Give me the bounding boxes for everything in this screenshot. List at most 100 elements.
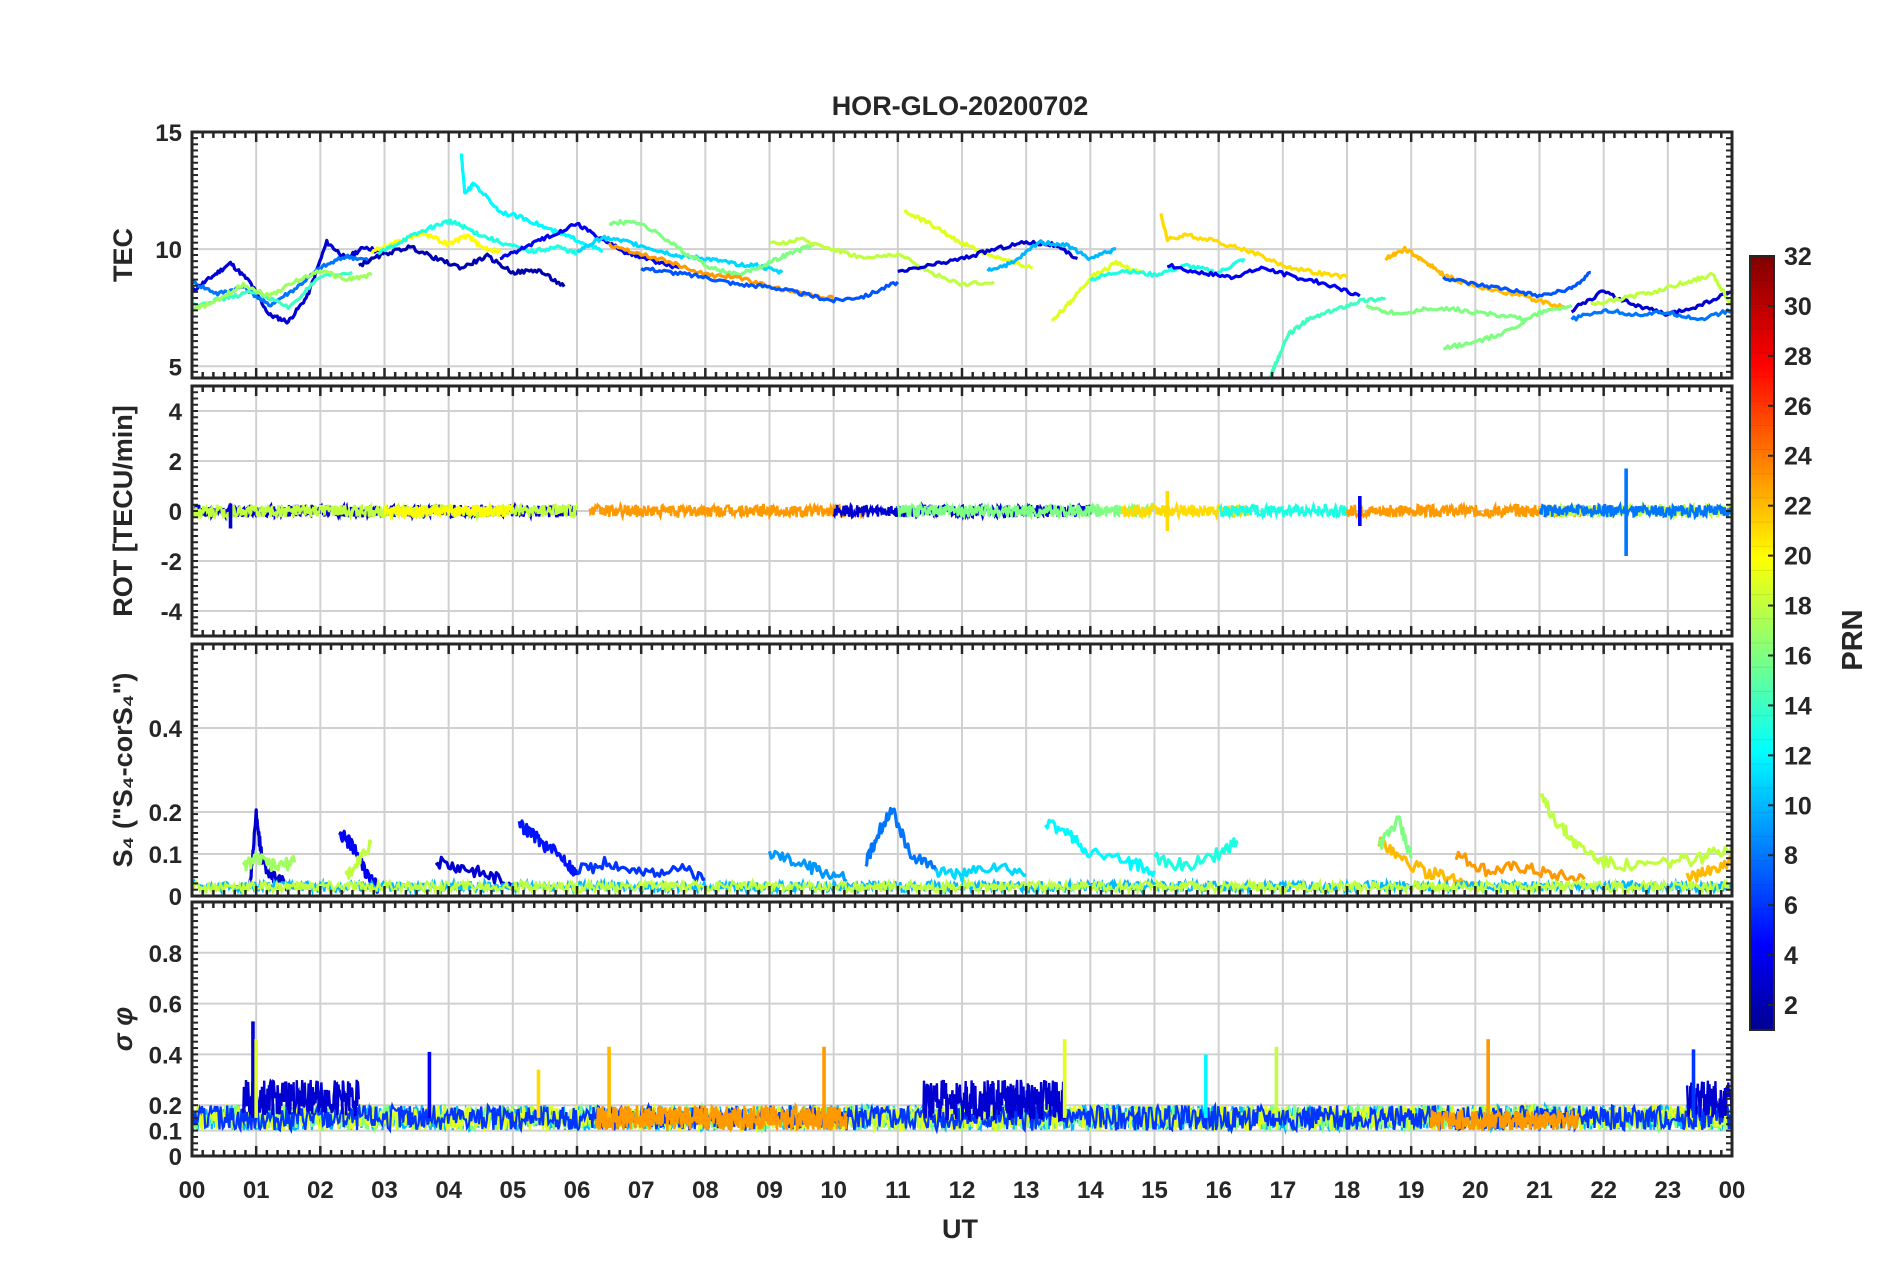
x-tick-label: 14 — [1077, 1177, 1104, 1204]
series-line — [370, 231, 502, 255]
colorbar-tick-label: 10 — [1784, 792, 1812, 820]
series-line — [1121, 500, 1252, 522]
y-axis-label: TEC — [108, 228, 138, 282]
series-line — [1442, 303, 1573, 351]
series-line — [241, 851, 297, 873]
series-line — [640, 266, 900, 304]
panel-4: 00.10.2 0.4 0.6 0.8 σ φ — [108, 900, 1734, 1171]
x-tick-label: 08 — [692, 1177, 719, 1204]
y-tick-label: 4 — [169, 399, 183, 426]
series-line — [575, 234, 784, 275]
x-axis-label: UT — [942, 1214, 978, 1244]
x-tick-label: 20 — [1462, 1177, 1489, 1204]
series-line — [1268, 296, 1387, 379]
y-axis-label: σ φ — [108, 1007, 138, 1051]
series-line — [1442, 270, 1592, 299]
colorbar-tick-label: 26 — [1784, 393, 1812, 421]
colorbar-tick-label: 24 — [1784, 443, 1812, 471]
series-line — [1159, 212, 1349, 280]
panel-3: 0 0.1 0.2 0.4 S₄ ("S₄-corS₄") — [108, 642, 1734, 911]
series-line — [934, 862, 1027, 883]
x-tick-label: 17 — [1269, 1177, 1296, 1204]
colorbar-tick-label: 14 — [1784, 692, 1812, 720]
y-tick-label: -2 — [161, 549, 182, 576]
series-line — [190, 253, 373, 308]
y-tick-label: 5 — [169, 354, 182, 381]
series-line — [1570, 308, 1734, 322]
x-tick-label: 18 — [1334, 1177, 1361, 1204]
y-tick-label: 0.2 — [149, 1093, 182, 1120]
x-tick-label: 11 — [885, 1177, 910, 1204]
panel-data — [190, 1021, 1734, 1135]
series-line — [1089, 257, 1246, 282]
series-line — [1685, 855, 1734, 883]
colorbar-tick-label: 4 — [1784, 942, 1798, 970]
burst-line — [242, 1078, 360, 1117]
y-tick-label: 0.4 — [149, 716, 183, 743]
series-line — [357, 244, 566, 288]
series-line — [517, 819, 579, 877]
x-tick-label: 05 — [499, 1177, 526, 1204]
colorbar-tick-label: 32 — [1784, 243, 1812, 271]
series-line — [1539, 500, 1734, 521]
colorbar-tick-label: 28 — [1784, 343, 1812, 371]
x-tick-label: 00 — [179, 1177, 206, 1204]
x-tick-label: 16 — [1205, 1177, 1232, 1204]
series-line — [864, 806, 938, 872]
colorbar-tick-label: 18 — [1784, 593, 1812, 621]
y-tick-label: 0.6 — [149, 992, 182, 1019]
colorbar-tick-label: 16 — [1784, 642, 1812, 670]
x-tick-label: 15 — [1141, 1177, 1168, 1204]
series-line — [383, 500, 514, 521]
x-tick-label: 03 — [371, 1177, 398, 1204]
series-line — [767, 849, 848, 883]
colorbar-tick-label: 30 — [1784, 293, 1812, 321]
burst-line — [595, 1101, 848, 1133]
y-axis-label: S₄ ("S₄-corS₄") — [108, 673, 138, 868]
x-tick-label: 10 — [820, 1177, 847, 1204]
y-tick-label: 0.8 — [149, 941, 182, 968]
colorbar-label: PRN — [1837, 609, 1869, 670]
x-tick-label: 04 — [435, 1177, 462, 1204]
x-tick-label: 22 — [1590, 1177, 1617, 1204]
panel-1: 5 10 15 TEC — [108, 120, 1734, 381]
colorbar-tick-label: 6 — [1784, 892, 1798, 920]
x-tick-label: 01 — [243, 1177, 270, 1204]
y-tick-label: 0 — [169, 499, 182, 526]
y-axis-label: ROT [TECU/min] — [108, 405, 138, 616]
y-tick-label: 0.1 — [149, 1119, 182, 1146]
y-tick-label: 0.4 — [149, 1042, 183, 1069]
series-line — [1365, 303, 1527, 323]
series-line — [1454, 850, 1586, 885]
y-tick-label: 2 — [169, 449, 182, 476]
series-line — [190, 501, 579, 522]
colorbar-tick-label: 12 — [1784, 742, 1812, 770]
colorbar-tick-label: 20 — [1784, 543, 1812, 571]
x-tick-label: 21 — [1526, 1177, 1553, 1204]
panel-data — [190, 153, 1734, 379]
series-line — [588, 500, 867, 522]
x-axis: 00 01 02 03 04 05 06 07 08 09 10 11 12 13 14 15 16 17 18 19… — [179, 1177, 1746, 1204]
burst-line — [922, 1079, 1066, 1123]
chart-title: HOR-GLO-20200702 — [832, 91, 1089, 121]
x-tick-label: 07 — [628, 1177, 655, 1204]
series-line — [377, 218, 578, 256]
x-tick-label: 12 — [949, 1177, 976, 1204]
x-tick-label: 23 — [1654, 1177, 1681, 1204]
x-tick-label: 02 — [307, 1177, 334, 1204]
series-line — [1166, 263, 1361, 298]
series-line — [434, 855, 515, 890]
colorbar-gradient — [1749, 255, 1775, 1031]
series-line — [1153, 837, 1239, 872]
y-tick-label: -4 — [161, 599, 183, 626]
series-line — [608, 219, 815, 277]
series-line — [897, 239, 1079, 274]
y-tick-label: 15 — [155, 120, 182, 147]
series-line — [986, 239, 1117, 273]
y-tick-label: 0.2 — [149, 800, 182, 827]
series-line — [190, 238, 385, 325]
panel-data — [190, 468, 1734, 556]
